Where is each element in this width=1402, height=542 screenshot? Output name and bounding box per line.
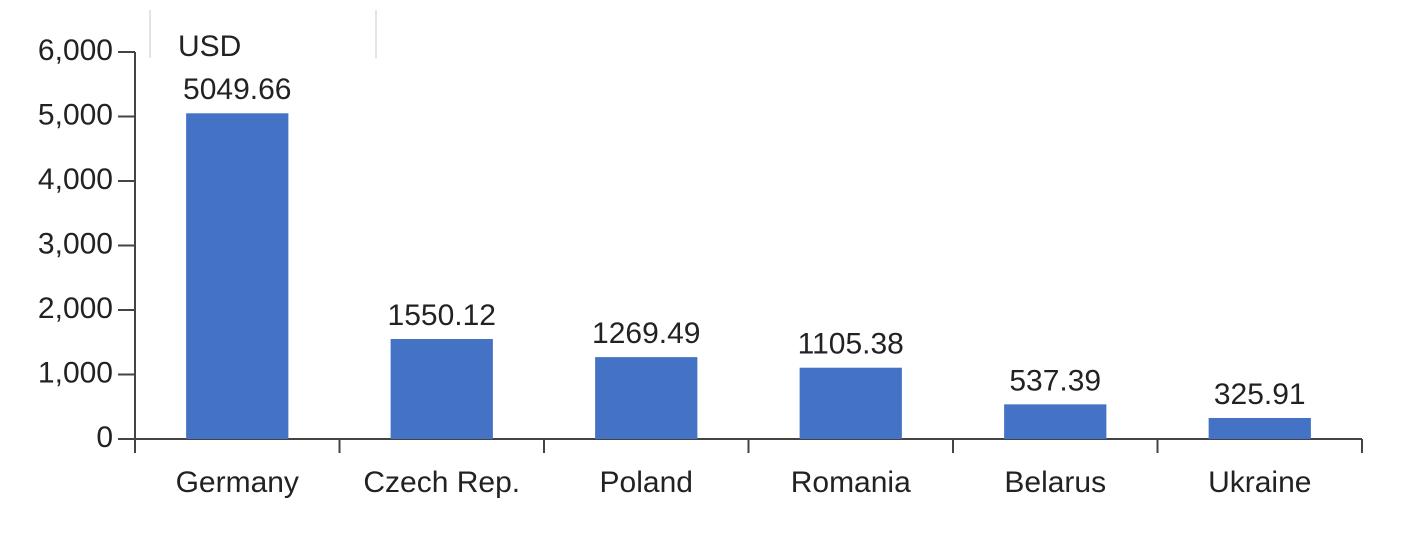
x-tick-label: Ukraine — [1208, 466, 1311, 499]
bar — [799, 367, 902, 439]
y-tick-label: 0 — [96, 421, 113, 454]
x-tick-label: Belarus — [1004, 466, 1106, 499]
value-label: 5049.66 — [183, 73, 291, 106]
x-tick-label: Czech Rep. — [363, 466, 520, 499]
value-label: 1105.38 — [798, 328, 904, 361]
y-tick-label: 1,000 — [38, 356, 113, 389]
bar — [1208, 417, 1311, 439]
x-tick-label: Romania — [791, 466, 911, 499]
y-axis-label: USD — [178, 30, 241, 63]
value-label: 1269.49 — [592, 317, 700, 350]
value-label: 325.91 — [1214, 378, 1306, 411]
y-tick-label: 4,000 — [38, 163, 113, 196]
bar — [1004, 404, 1107, 439]
value-label: 1550.12 — [388, 299, 496, 332]
x-tick-label: Poland — [600, 466, 693, 499]
x-tick-label: Germany — [176, 466, 299, 499]
value-label: 537.39 — [1009, 364, 1101, 397]
y-tick-label: 3,000 — [38, 227, 113, 260]
y-tick-label: 2,000 — [38, 292, 113, 325]
bar — [186, 113, 289, 439]
bar — [390, 339, 493, 439]
y-tick-label: 5,000 — [38, 98, 113, 131]
y-tick-label: 6,000 — [38, 34, 113, 67]
bar — [595, 357, 698, 439]
